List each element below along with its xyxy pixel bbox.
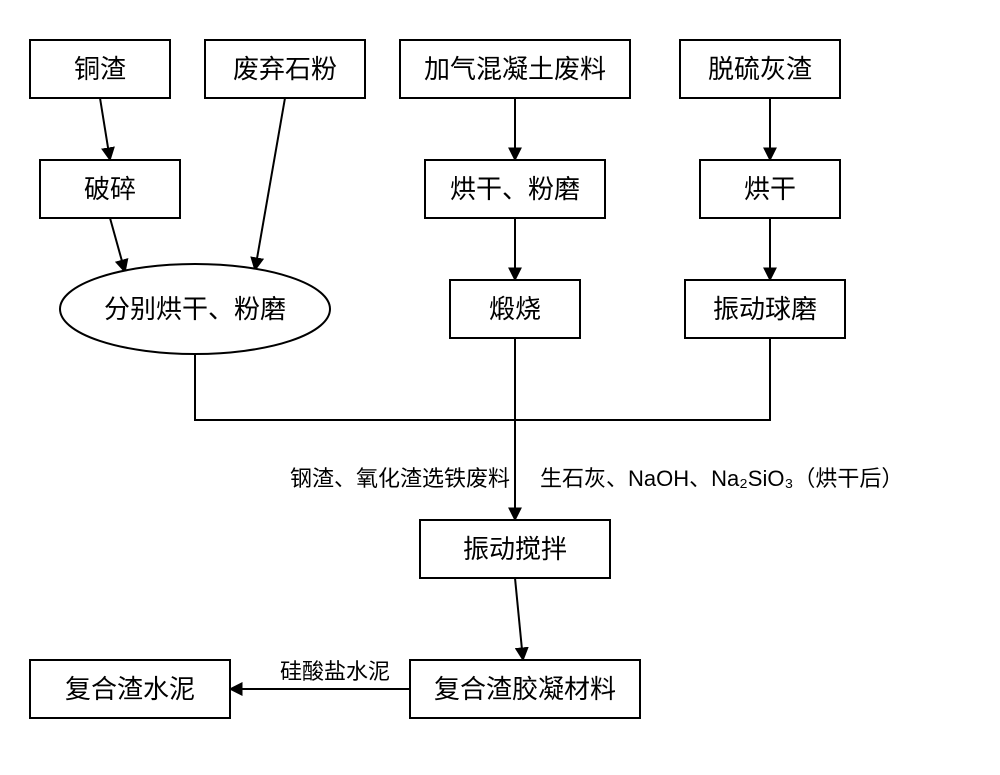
node-n9: 煅烧 xyxy=(450,280,580,338)
node-label-n1: 铜渣 xyxy=(74,54,126,84)
edge-n8-n11 xyxy=(195,354,515,520)
node-n7: 烘干 xyxy=(700,160,840,218)
nodes-layer: 铜渣 废弃石粉 加气混凝土废料 脱硫灰渣破碎 烘干、粉磨 烘干分别烘干、粉磨 煅烧 振动球磨振… xyxy=(30,40,845,718)
node-n5: 破碎 xyxy=(40,160,180,218)
node-n2: 废弃石粉 xyxy=(205,40,365,98)
edge-n2-n8 xyxy=(255,98,285,270)
node-label-n6: 烘干、粉磨 xyxy=(450,174,580,204)
node-n1: 铜渣 xyxy=(30,40,170,98)
node-label-n13: 复合渣水泥 xyxy=(65,674,195,704)
edge-n10-merge xyxy=(515,338,770,420)
node-n12: 复合渣胶凝材料 xyxy=(410,660,640,718)
node-label-n7: 烘干 xyxy=(744,174,796,204)
node-label-n12: 复合渣胶凝材料 xyxy=(434,674,616,704)
edge-n1-n5 xyxy=(100,98,110,160)
node-label-n9: 煅烧 xyxy=(489,294,541,324)
node-n8: 分别烘干、粉磨 xyxy=(60,264,330,354)
node-n6: 烘干、粉磨 xyxy=(425,160,605,218)
flowchart-canvas: 铜渣 废弃石粉 加气混凝土废料 脱硫灰渣破碎 烘干、粉磨 烘干分别烘干、粉磨 煅烧 振动球磨振… xyxy=(0,0,1000,775)
node-label-n10: 振动球磨 xyxy=(713,294,817,324)
node-n11: 振动搅拌 xyxy=(420,520,610,578)
node-label-n4: 脱硫灰渣 xyxy=(708,54,812,84)
node-label-n5: 破碎 xyxy=(84,174,136,204)
edge-n11-n12 xyxy=(515,578,523,660)
node-label-n8: 分别烘干、粉磨 xyxy=(104,294,286,324)
label-cement_label: 硅酸盐水泥 xyxy=(280,659,390,684)
node-label-n2: 废弃石粉 xyxy=(233,54,337,84)
node-n13: 复合渣水泥 xyxy=(30,660,230,718)
node-n3: 加气混凝土废料 xyxy=(400,40,630,98)
edge-n5-n8 xyxy=(110,218,125,272)
node-label-n3: 加气混凝土废料 xyxy=(424,54,606,84)
label-left_additives: 钢渣、氧化渣选铁废料 xyxy=(290,466,510,491)
node-label-n11: 振动搅拌 xyxy=(463,534,567,564)
node-n4: 脱硫灰渣 xyxy=(680,40,840,98)
node-n10: 振动球磨 xyxy=(685,280,845,338)
label-right_additives: 生石灰、NaOH、Na₂SiO₃（烘干后） xyxy=(540,466,903,491)
